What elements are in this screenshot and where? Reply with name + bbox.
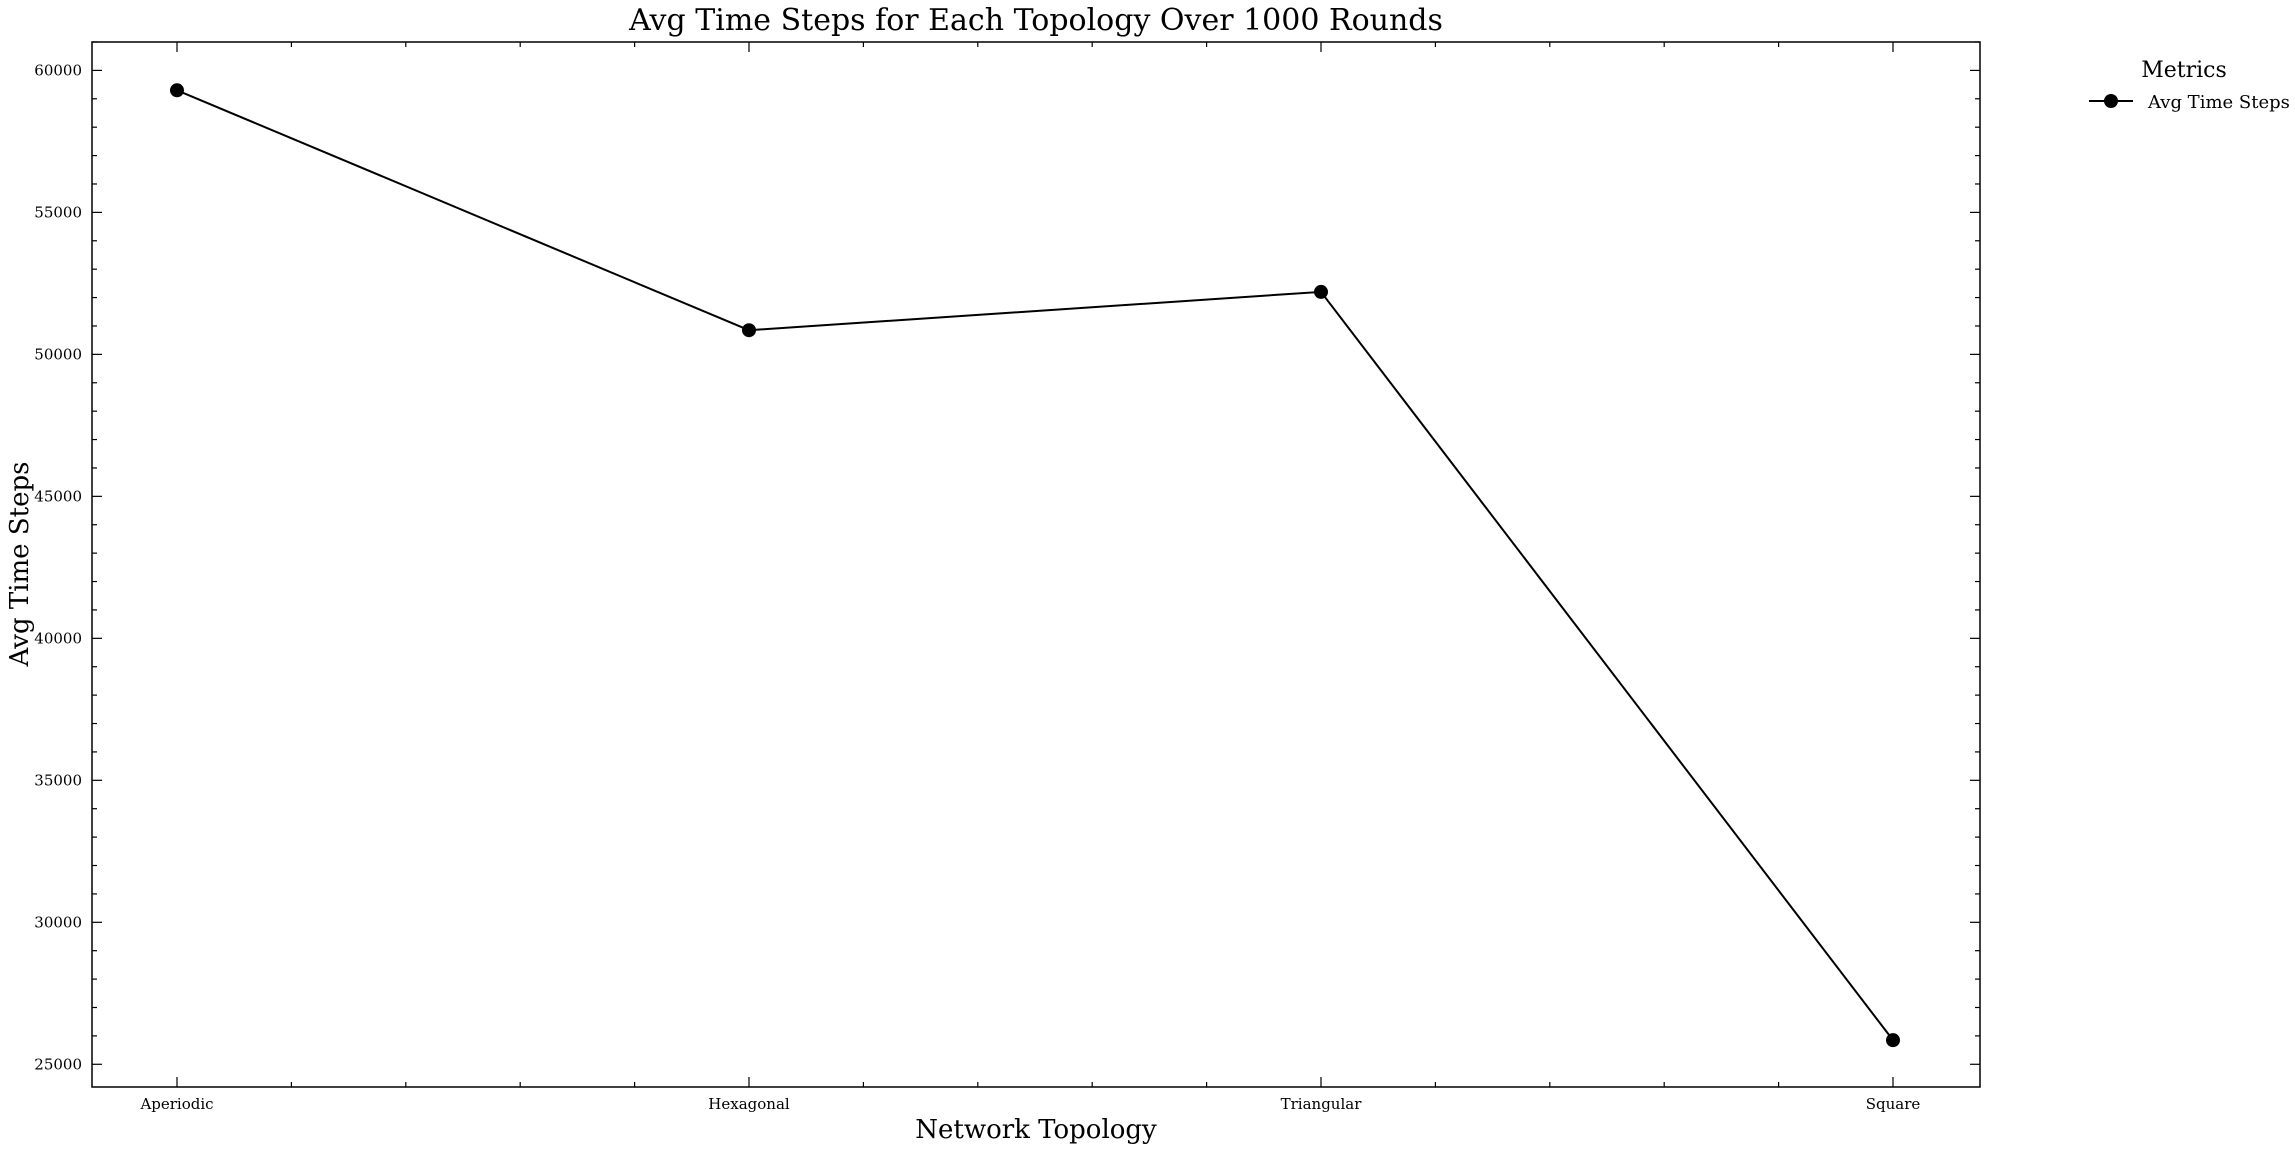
data-point — [1886, 1033, 1900, 1048]
legend-title: Metrics — [2141, 58, 2227, 83]
series-lines — [176, 89, 1894, 1041]
x-tick-label: Triangular — [1281, 1095, 1363, 1113]
legend-entry-label: Avg Time Steps — [2147, 92, 2290, 113]
data-point — [742, 323, 756, 338]
y-tick-label: 60000 — [34, 61, 82, 79]
data-point — [170, 83, 184, 98]
y-axis-ticks: 25000 30000 35000 40000 45000 50000 55000 60000 — [34, 41, 1980, 1073]
x-tick-label: Aperiodic — [139, 1095, 213, 1113]
chart-title: Avg Time Steps for Each Topology Over 10… — [628, 3, 1443, 38]
y-tick-label: 45000 — [34, 487, 82, 505]
series-line-0 — [176, 89, 1894, 1041]
legend-marker-swatch — [2104, 94, 2118, 108]
data-point — [1314, 284, 1328, 299]
y-tick-label: 35000 — [34, 771, 82, 789]
plot-frame — [91, 41, 1981, 1088]
series-points — [170, 83, 1900, 1048]
y-tick-label: 50000 — [34, 345, 82, 363]
y-tick-label: 30000 — [34, 913, 82, 931]
x-tick-label: Square — [1866, 1095, 1921, 1113]
x-tick-label: Hexagonal — [708, 1095, 790, 1113]
y-tick-label: 40000 — [34, 629, 82, 647]
x-axis-label: Network Topology — [915, 1115, 1157, 1145]
y-axis-label: Avg Time Steps — [5, 462, 35, 668]
x-axis-ticks: Aperiodic Hexagonal Triangular Square — [139, 42, 1920, 1113]
y-tick-label: 55000 — [34, 203, 82, 221]
y-tick-label: 25000 — [34, 1055, 82, 1073]
legend: Metrics Avg Time Steps — [2089, 58, 2290, 113]
